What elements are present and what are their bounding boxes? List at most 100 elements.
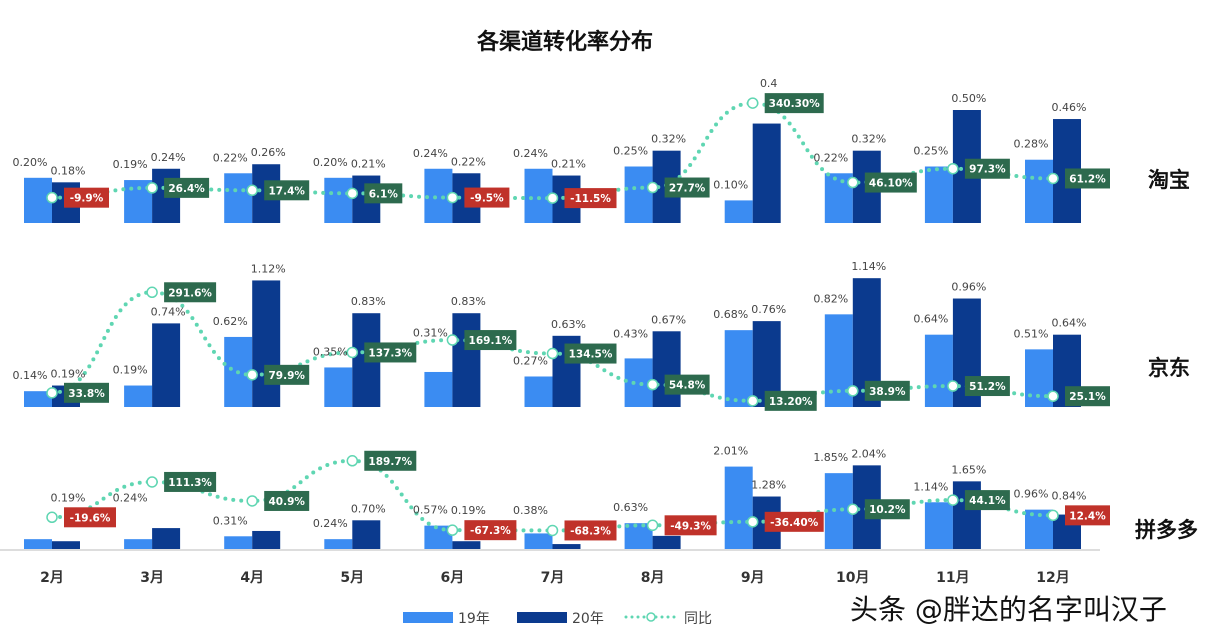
bar-label-20: 0.21% [551, 158, 586, 171]
yoy-label-box [364, 450, 417, 471]
yoy-point [847, 503, 859, 515]
x-tick-label: 6月 [441, 570, 465, 586]
yoy-point [847, 176, 859, 189]
bar-19 [224, 536, 253, 549]
x-tick-label: 10月 [836, 570, 869, 586]
bar-19 [724, 466, 753, 549]
yoy-point [546, 192, 559, 204]
yoy-label-box [764, 511, 824, 532]
bar-19 [524, 533, 553, 549]
bar-label-19: 0.43% [613, 328, 648, 341]
yoy-point [46, 191, 58, 204]
bar-label-20: 0.50% [951, 92, 986, 105]
bar-label-20: 0.21% [351, 158, 386, 171]
yoy-label: -49.3% [670, 520, 711, 532]
bar-label-20: 0.32% [651, 133, 686, 146]
bar-label-20: 0.19% [451, 504, 486, 517]
bar-label-19: 0.24% [413, 147, 448, 160]
bar-label-19: 0.96% [1014, 488, 1049, 501]
yoy-label-box [264, 364, 310, 385]
yoy-label-box [1065, 168, 1110, 189]
yoy-line [50, 290, 1055, 403]
bar-label-20: 1.28% [751, 479, 786, 492]
bar-label-19: 0.22% [813, 151, 848, 164]
bar-19 [324, 539, 353, 549]
yoy-label: 111.3% [168, 477, 212, 489]
yoy-label-box [364, 183, 403, 204]
x-tick-label: 8月 [641, 570, 665, 586]
bar-label-19: 0.64% [913, 313, 948, 326]
yoy-label: -9.9% [70, 193, 104, 205]
yoy-label-box [664, 515, 717, 536]
bar-label-19: 1.14% [913, 480, 948, 493]
bar-label-20: 0.70% [351, 502, 386, 515]
bar-label-20: 0.19% [51, 491, 86, 504]
x-tick-label: 4月 [240, 570, 264, 586]
yoy-label: 61.2% [1069, 173, 1106, 185]
bar-label-19: 0.24% [513, 147, 548, 160]
yoy-label: 291.6% [168, 287, 212, 299]
yoy-label-box [764, 93, 824, 114]
yoy-label: -36.40% [770, 517, 819, 529]
yoy-label: 79.9% [268, 370, 305, 382]
x-tick-label: 3月 [140, 570, 164, 586]
yoy-point [146, 286, 158, 299]
bar-19 [124, 385, 153, 407]
bar-20 [452, 541, 481, 549]
bar-19 [624, 166, 653, 223]
legend-label-20: 20年 [572, 611, 604, 627]
yoy-label-box [664, 177, 710, 198]
yoy-label: 97.3% [969, 164, 1006, 176]
bar-20 [52, 541, 80, 549]
bar-19 [524, 376, 553, 407]
yoy-label: 12.4% [1069, 510, 1106, 522]
bar-20 [352, 520, 381, 549]
x-tick-label: 5月 [340, 570, 364, 586]
yoy-label: 46.10% [869, 178, 913, 190]
bar-label-20: 0.67% [651, 313, 686, 326]
yoy-label: 25.1% [1069, 391, 1106, 403]
yoy-point [947, 162, 959, 175]
bar-19 [424, 371, 453, 407]
bar-20 [452, 313, 481, 407]
bar-label-20: 2.04% [851, 447, 886, 460]
yoy-label: 38.9% [869, 386, 906, 398]
bar-label-20: 0.83% [351, 295, 386, 308]
watermark: 头条 @胖达的名字叫汉子 [850, 593, 1167, 626]
yoy-label-box [264, 490, 310, 511]
bar-19 [24, 391, 52, 407]
bar-label-20: 0.64% [1052, 317, 1087, 330]
yoy-label: 340.30% [769, 98, 821, 110]
bar-20 [652, 331, 681, 407]
yoy-point [546, 524, 559, 537]
yoy-point [746, 516, 759, 528]
bar-20 [252, 280, 281, 407]
bar-label-19: 0.22% [213, 151, 248, 164]
bar-20 [552, 544, 581, 549]
yoy-label: 169.1% [469, 335, 513, 347]
bar-20 [652, 535, 681, 549]
bar-label-20: 0.22% [451, 155, 486, 168]
yoy-label-box [64, 382, 109, 403]
yoy-point [346, 187, 359, 200]
bar-20 [152, 528, 181, 549]
yoy-label-box [764, 390, 817, 411]
bar-label-19: 0.31% [213, 514, 248, 527]
yoy-label-box [964, 158, 1010, 179]
bar-19 [424, 525, 453, 549]
channel-label-jd: 京东 [1148, 356, 1190, 380]
x-tick-label: 9月 [741, 570, 765, 586]
bar-label-20: 0.19% [51, 368, 86, 381]
bar-label-19: 0.28% [1014, 138, 1049, 151]
bar-label-19: 0.14% [13, 369, 48, 382]
bar-label-20: 0.46% [1052, 101, 1087, 114]
bar-label-20: 0.74% [151, 305, 186, 318]
yoy-label: 51.2% [969, 381, 1006, 393]
yoy-point [46, 387, 58, 399]
yoy-label: 137.3% [368, 347, 412, 359]
yoy-point [646, 378, 659, 391]
yoy-label-box [64, 507, 116, 528]
yoy-label-box [464, 520, 517, 541]
yoy-label: -11.5% [570, 193, 611, 205]
